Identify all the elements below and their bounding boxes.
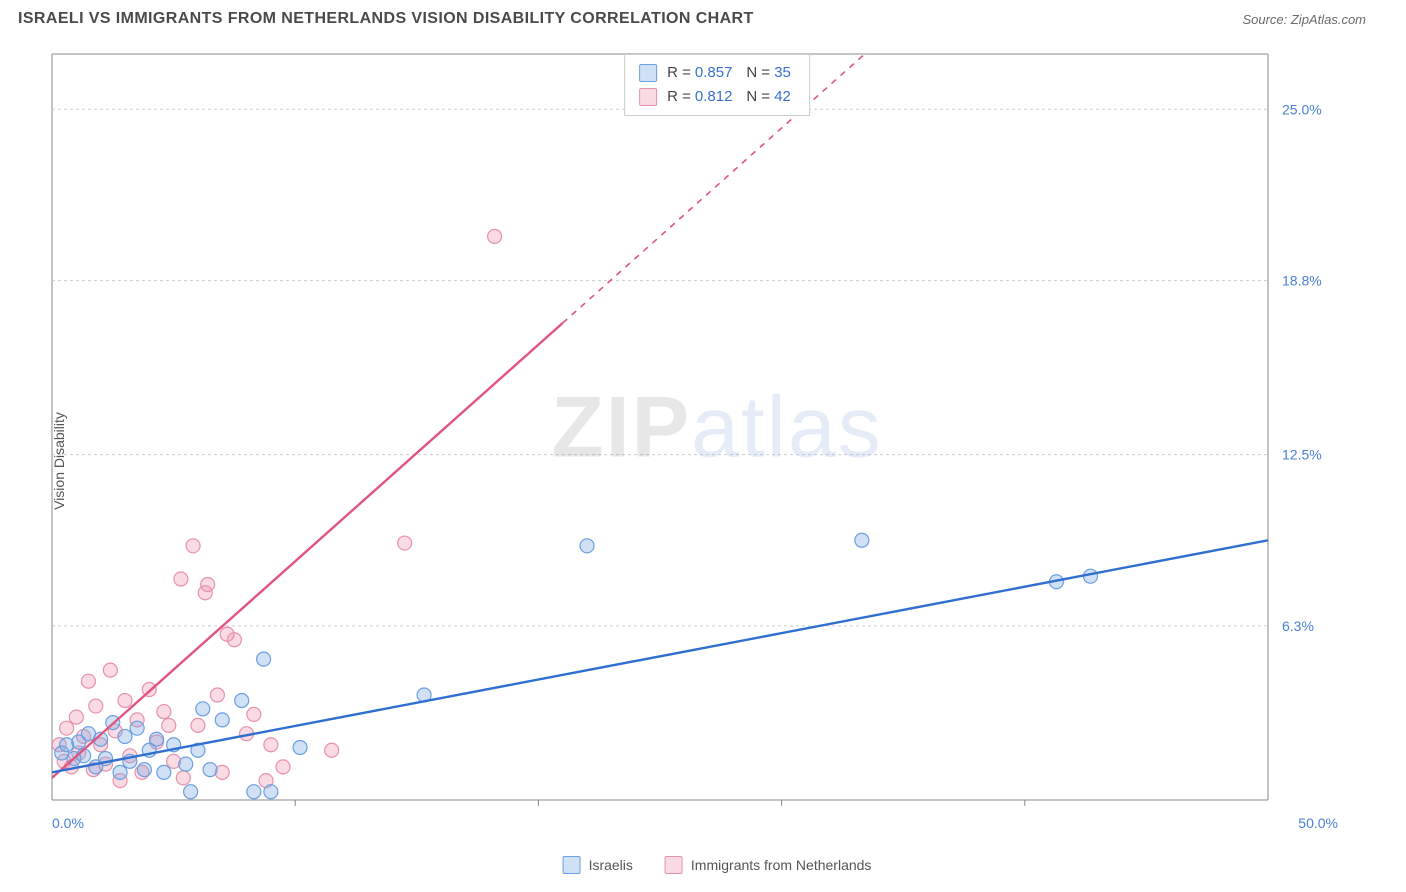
svg-text:50.0%: 50.0% — [1298, 815, 1338, 831]
chart-title: ISRAELI VS IMMIGRANTS FROM NETHERLANDS V… — [18, 10, 754, 28]
legend-label-israelis: Israelis — [589, 857, 633, 873]
legend-item-israelis: Israelis — [563, 856, 633, 874]
svg-text:12.5%: 12.5% — [1282, 447, 1322, 463]
legend-label-netherlands: Immigrants from Netherlands — [691, 857, 872, 873]
svg-text:0.0%: 0.0% — [52, 815, 84, 831]
svg-text:18.8%: 18.8% — [1282, 273, 1322, 289]
stat-n-b: N =42 — [746, 85, 794, 109]
svg-text:6.3%: 6.3% — [1282, 618, 1314, 634]
y-axis-label: Vision Disability — [51, 412, 67, 510]
chart-area: Vision Disability 6.3% 12.5% 18.8% 25.0% 0.0… — [48, 50, 1386, 872]
stats-row-a: R =0.857 N =35 — [639, 61, 795, 85]
stat-r-b: R =0.812 — [667, 85, 736, 109]
stat-r-a: R =0.857 — [667, 61, 736, 85]
scatter-plot: 6.3% 12.5% 18.8% 25.0% 0.0% 50.0% — [48, 50, 1348, 840]
svg-text:25.0%: 25.0% — [1282, 101, 1322, 117]
stat-n-a: N =35 — [746, 61, 794, 85]
stats-row-b: R =0.812 N =42 — [639, 85, 795, 109]
legend-swatch-israelis — [563, 856, 581, 874]
stats-legend: R =0.857 N =35 R =0.812 N =42 — [624, 54, 810, 116]
source-attribution: Source: ZipAtlas.com — [1242, 12, 1366, 27]
swatch-israelis — [639, 64, 657, 82]
legend-swatch-netherlands — [665, 856, 683, 874]
chart-header: ISRAELI VS IMMIGRANTS FROM NETHERLANDS V… — [0, 0, 1406, 34]
series-legend: Israelis Immigrants from Netherlands — [563, 856, 872, 874]
swatch-netherlands — [639, 88, 657, 106]
legend-item-netherlands: Immigrants from Netherlands — [665, 856, 872, 874]
